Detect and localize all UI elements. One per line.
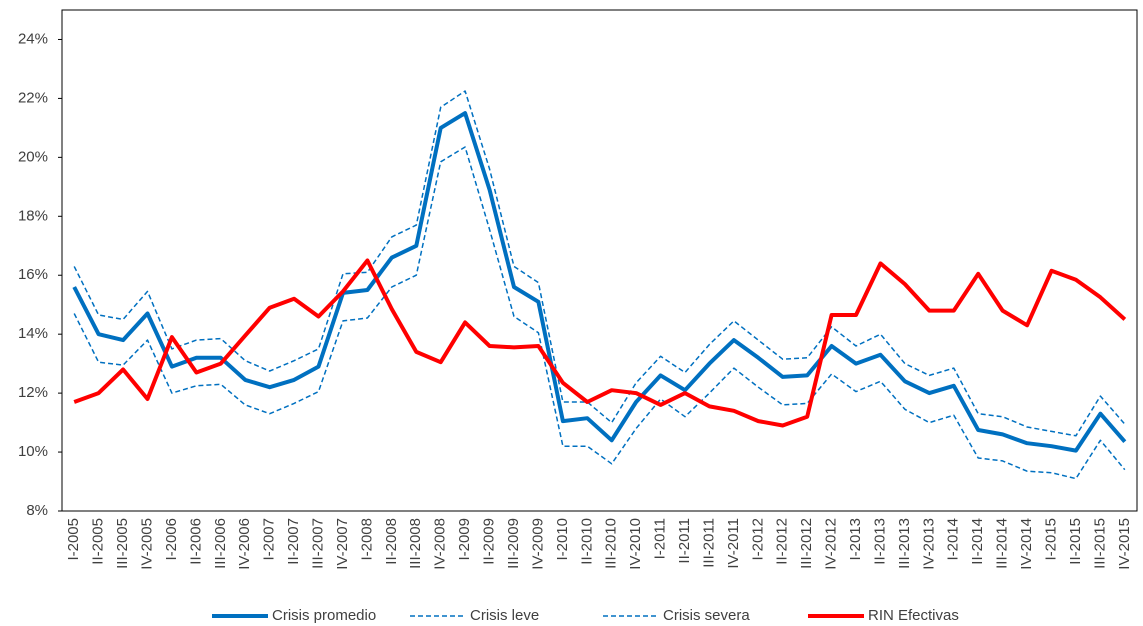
legend-label: Crisis promedio — [272, 607, 376, 624]
x-tick-label: II-2011 — [676, 518, 693, 564]
legend-label: Crisis severa — [663, 607, 750, 624]
x-tick-label: III-2006 — [212, 518, 229, 569]
legend-label: Crisis leve — [470, 607, 539, 624]
x-tick-label: III-2008 — [407, 518, 424, 569]
x-tick-label: I-2011 — [652, 518, 669, 559]
x-tick-label: IV-2014 — [1018, 518, 1035, 570]
y-tick-label: 14% — [18, 325, 48, 342]
x-tick-label: II-2005 — [90, 518, 107, 565]
legend-label: RIN Efectivas — [868, 607, 959, 624]
x-tick-label: II-2007 — [285, 518, 302, 565]
x-tick-label: II-2008 — [383, 518, 400, 565]
x-tick-label: III-2012 — [798, 518, 815, 569]
x-tick-label: IV-2015 — [1116, 518, 1133, 570]
x-tick-label: III-2010 — [603, 518, 620, 569]
x-tick-label: III-2013 — [896, 518, 913, 569]
x-tick-label: II-2013 — [871, 518, 888, 565]
x-tick-label: II-2012 — [774, 518, 791, 565]
x-tick-label: IV-2011 — [725, 518, 742, 569]
x-tick-label: III-2007 — [310, 518, 327, 569]
x-tick-label: III-2009 — [505, 518, 522, 569]
y-tick-label: 16% — [18, 266, 48, 283]
x-tick-label: II-2014 — [969, 518, 986, 565]
plot-area — [61, 9, 1138, 512]
x-tick-label: I-2008 — [358, 518, 375, 561]
x-tick-label: I-2010 — [554, 518, 571, 561]
x-tick-label: IV-2008 — [432, 518, 449, 570]
x-tick-label: II-2010 — [578, 518, 595, 565]
y-tick-label: 20% — [18, 148, 48, 165]
x-tick-label: I-2015 — [1042, 518, 1059, 561]
y-tick-label: 18% — [18, 207, 48, 224]
x-tick-label: I-2014 — [945, 518, 962, 561]
x-tick-label: IV-2009 — [529, 518, 546, 570]
x-tick-label: IV-2012 — [823, 518, 840, 570]
x-tick-label: IV-2013 — [920, 518, 937, 570]
x-tick-label: III-2015 — [1091, 518, 1108, 569]
series-line — [72, 111, 1127, 453]
y-tick-label: 24% — [18, 30, 48, 47]
x-tick-label: II-2006 — [187, 518, 204, 565]
x-tick-label: III-2005 — [114, 518, 131, 569]
series-line — [73, 90, 1126, 437]
x-tick-label: IV-2005 — [138, 518, 155, 570]
x-tick-label: I-2005 — [65, 518, 82, 561]
x-tick-label: IV-2006 — [236, 518, 253, 570]
x-tick-label: I-2012 — [749, 518, 766, 561]
x-tick-label: I-2013 — [847, 518, 864, 561]
y-tick-label: 22% — [18, 89, 48, 106]
x-tick-label: IV-2010 — [627, 518, 644, 570]
x-tick-label: II-2009 — [481, 518, 498, 565]
x-tick-label: I-2009 — [456, 518, 473, 561]
x-tick-label: I-2006 — [163, 518, 180, 561]
x-tick-label: III-2014 — [994, 518, 1011, 569]
y-tick-label: 10% — [18, 443, 48, 460]
y-tick-label: 12% — [18, 384, 48, 401]
x-tick-label: III-2011 — [700, 518, 717, 568]
x-tick-label: II-2015 — [1067, 518, 1084, 565]
y-tick-label: 8% — [26, 502, 48, 519]
x-tick-label: IV-2007 — [334, 518, 351, 570]
series-line — [73, 146, 1126, 480]
x-tick-label: I-2007 — [261, 518, 278, 561]
series-line — [73, 258, 1127, 428]
